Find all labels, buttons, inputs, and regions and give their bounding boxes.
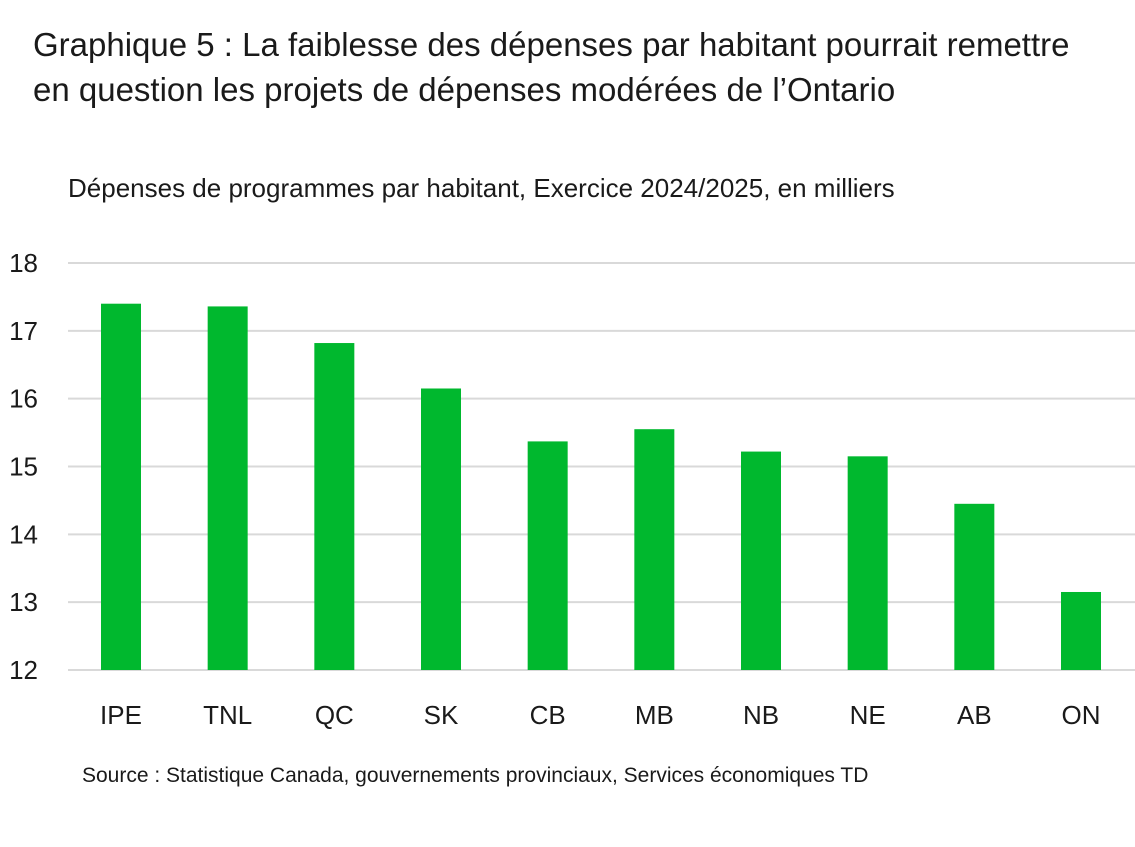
- x-tick-label-nb: NB: [743, 700, 779, 730]
- x-tick-label-on: ON: [1062, 700, 1101, 730]
- x-axis-labels: IPE TNL QC SK CB MB NB NE AB ON: [100, 700, 1100, 730]
- x-tick-label-sk: SK: [424, 700, 459, 730]
- y-tick-label: 17: [9, 316, 38, 346]
- bar-chart: 18 17 16 15 14 13 12 IPE TNL QC SK CB MB NB NE AB ON: [9, 248, 1135, 730]
- bar-tnl: [207, 306, 248, 670]
- y-tick-label: 12: [9, 655, 38, 685]
- chart-subtitle: Dépenses de programmes par habitant, Exe…: [68, 173, 895, 203]
- bars: [101, 303, 1101, 670]
- y-tick-label: 15: [9, 452, 38, 482]
- x-tick-label-qc: QC: [315, 700, 354, 730]
- bar-nb: [741, 451, 781, 670]
- bar-ab: [954, 503, 995, 670]
- chart-title: Graphique 5 : La faiblesse des dépenses …: [33, 26, 1070, 108]
- bar-ne: [847, 456, 888, 670]
- y-tick-label: 14: [9, 519, 38, 549]
- x-tick-label-ne: NE: [850, 700, 886, 730]
- x-tick-label-cb: CB: [530, 700, 566, 730]
- y-axis-ticks: 18 17 16 15 14 13 12: [9, 248, 38, 685]
- y-tick-label: 18: [9, 248, 38, 278]
- bar-qc: [314, 343, 355, 670]
- bar-sk: [421, 388, 461, 670]
- y-tick-label: 13: [9, 587, 38, 617]
- bar-on: [1061, 591, 1101, 670]
- bar-mb: [634, 429, 675, 670]
- y-tick-label: 16: [9, 384, 38, 414]
- x-tick-label-mb: MB: [635, 700, 674, 730]
- x-tick-label-ab: AB: [957, 700, 992, 730]
- x-tick-label-ipe: IPE: [100, 700, 142, 730]
- bar-cb: [527, 441, 568, 670]
- bar-ipe: [101, 303, 141, 670]
- source-note: Source : Statistique Canada, gouvernemen…: [82, 764, 869, 787]
- x-tick-label-tnl: TNL: [203, 700, 252, 730]
